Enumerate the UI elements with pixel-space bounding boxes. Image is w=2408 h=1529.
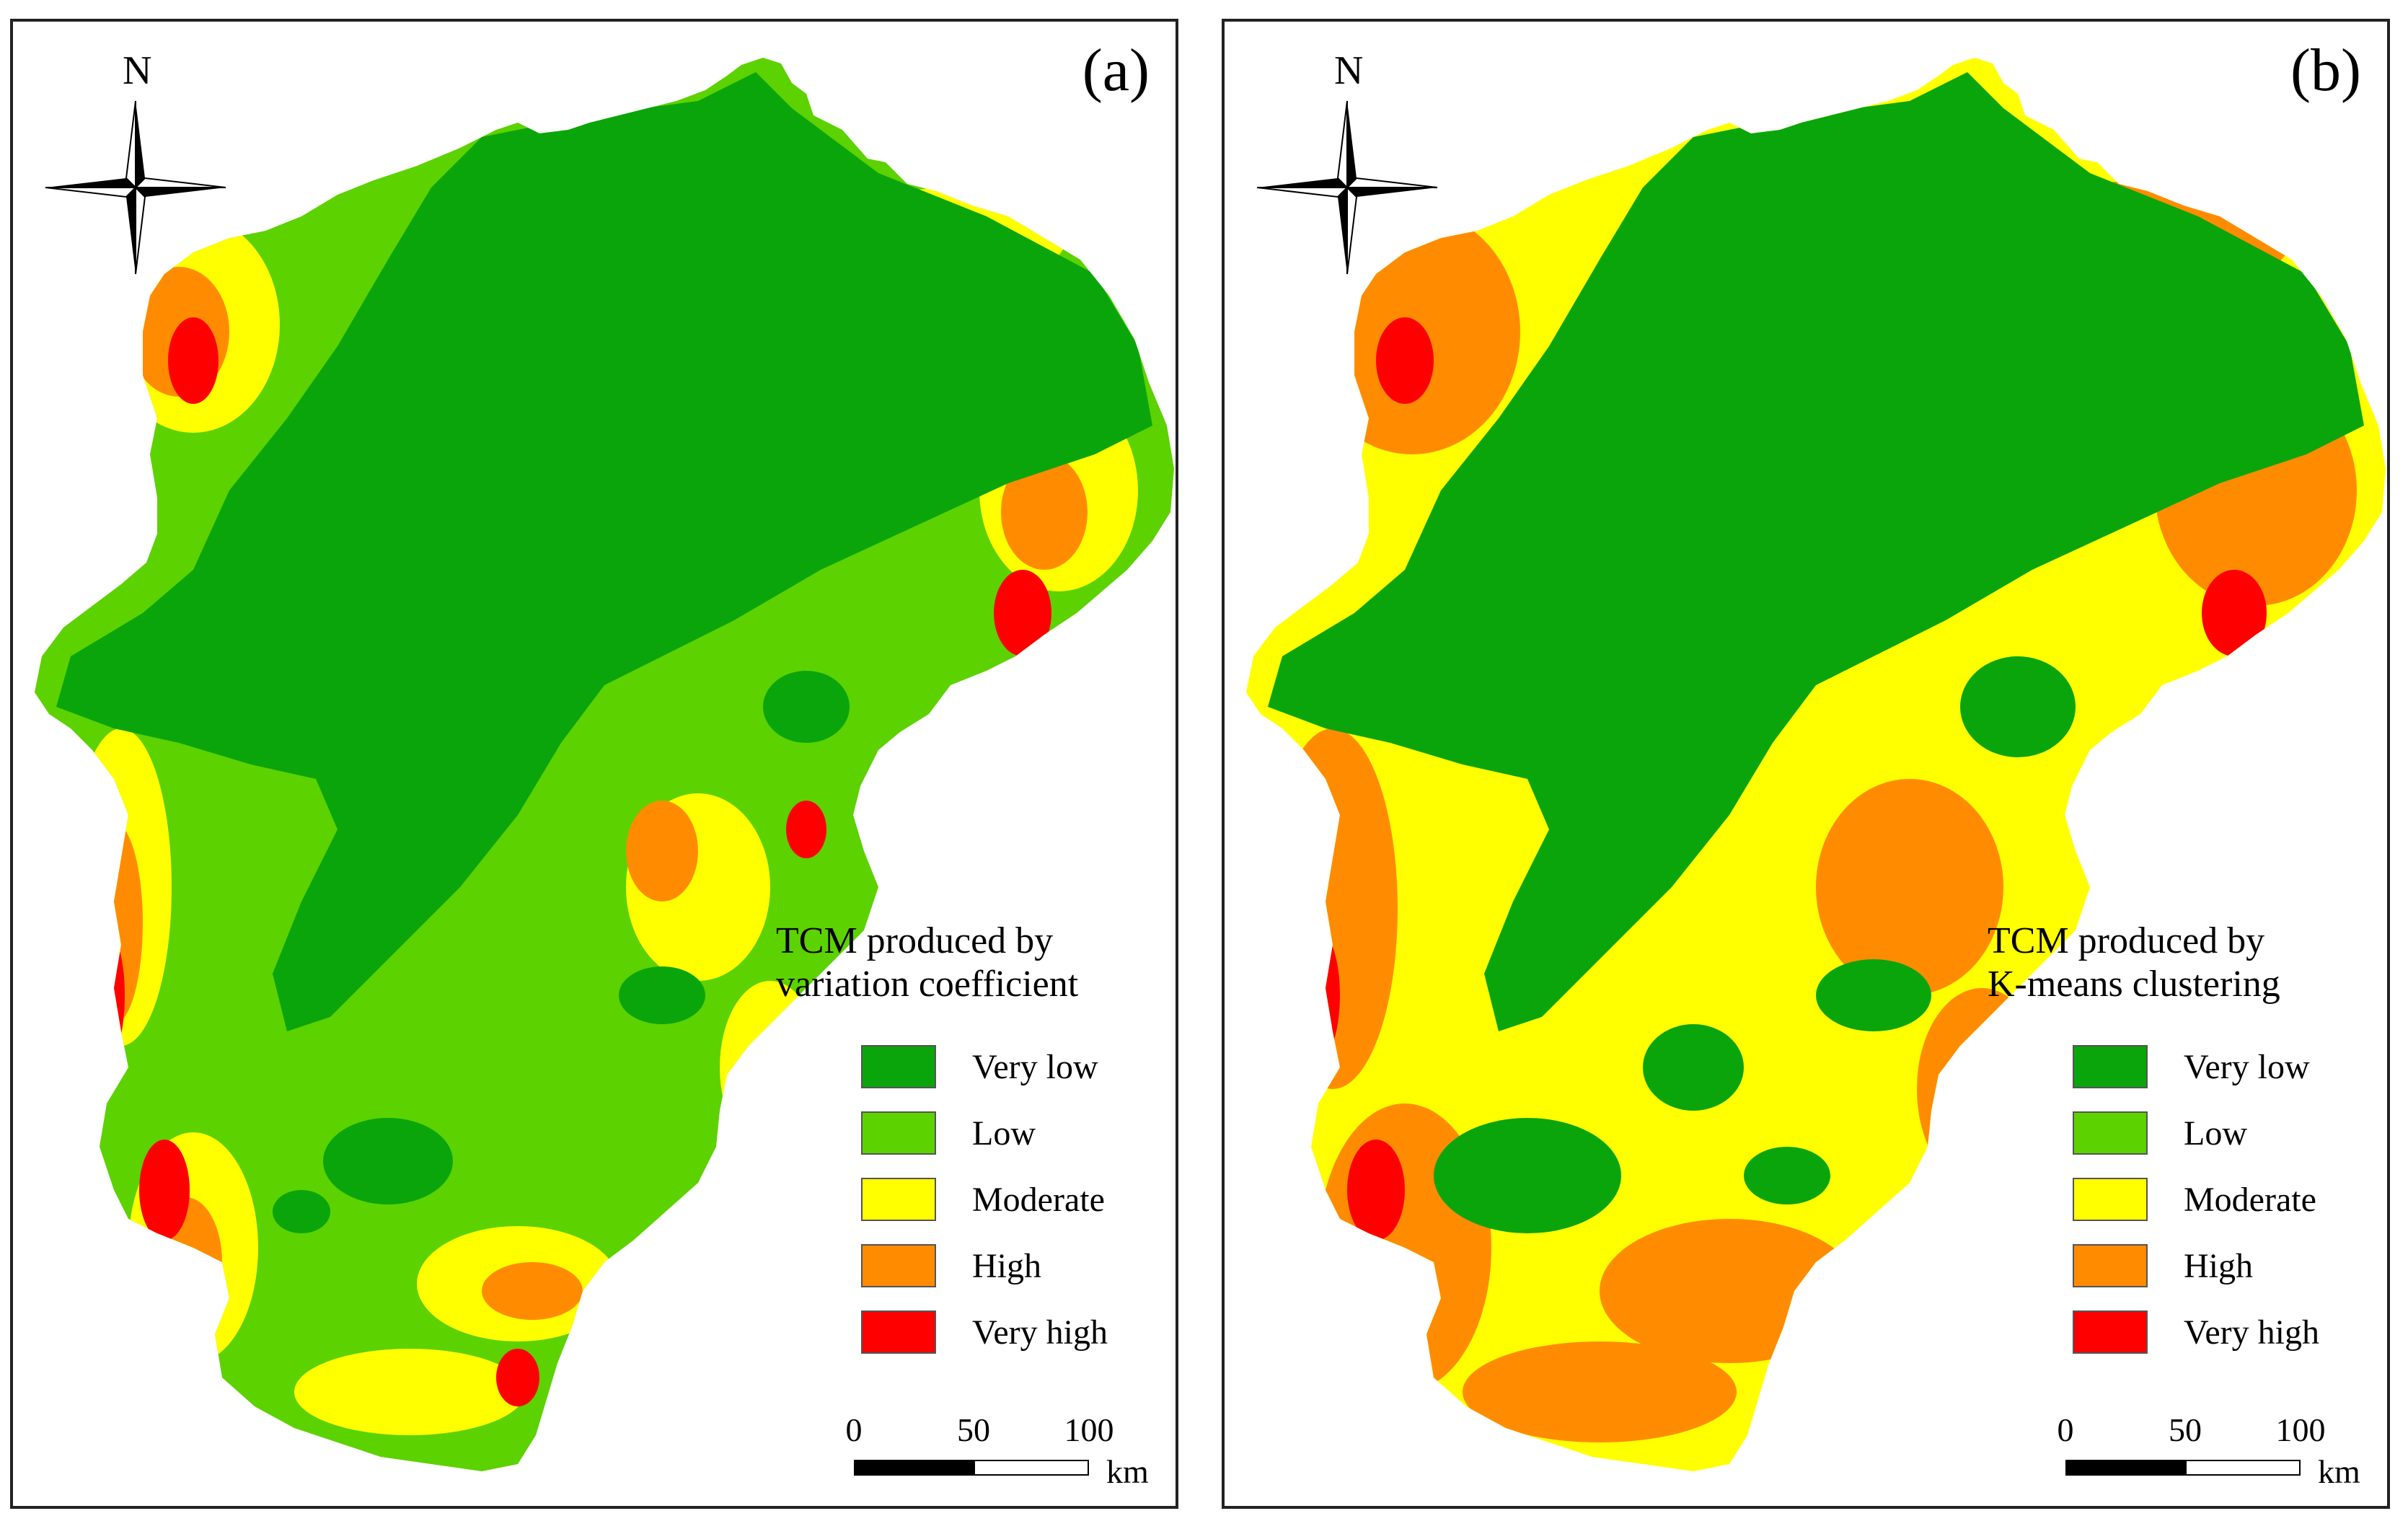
legend-swatch — [861, 1310, 936, 1354]
legend-item-low: Low — [2073, 1100, 2377, 1166]
scale-bar: 0 50 100 km — [2038, 1414, 2370, 1493]
legend-swatch — [861, 1111, 936, 1155]
legend-item-moderate: Moderate — [861, 1166, 1165, 1233]
panel-label: (a) — [1082, 37, 1150, 104]
map-panel-b: (b) N TCM produced by K-means clustering… — [1222, 19, 2390, 1509]
legend-item-moderate: Moderate — [2073, 1166, 2377, 1233]
scale-tick-0: 0 — [2057, 1411, 2074, 1448]
scale-tick-50: 50 — [2169, 1411, 2202, 1448]
legend-item-label: Low — [972, 1114, 1036, 1153]
scale-unit: km — [1106, 1453, 1149, 1490]
scale-bar-white-segment — [2185, 1460, 2301, 1476]
terrain-map-b — [1246, 58, 2386, 1471]
north-arrow: N — [42, 36, 229, 281]
scale-bar-white-segment — [974, 1460, 1089, 1476]
legend-title-line2: variation coefficient — [776, 964, 1079, 1005]
scale-tick-100: 100 — [2275, 1411, 2326, 1448]
legend-item-very-high: Very high — [861, 1299, 1165, 1365]
legend-item-very-low: Very low — [861, 1034, 1165, 1100]
north-letter: N — [123, 48, 152, 93]
panel-label: (b) — [2290, 37, 2361, 104]
scale-unit: km — [2318, 1453, 2360, 1490]
legend-swatch — [861, 1244, 936, 1287]
legend-swatch — [2073, 1178, 2148, 1221]
legend-swatch — [2073, 1111, 2148, 1155]
very-low-basin — [1268, 72, 2364, 1031]
legend-item-label: Very high — [2184, 1313, 2319, 1352]
legend-item-label: Moderate — [2184, 1180, 2316, 1219]
map-panel-a: (a) N TCM produced by variation coeffici… — [10, 19, 1178, 1509]
scale-bar-black-segment — [854, 1460, 974, 1476]
north-letter: N — [1334, 48, 1364, 93]
legend-item-label: Very low — [972, 1047, 1098, 1086]
legend-swatch — [861, 1178, 936, 1221]
legend-swatch — [2073, 1045, 2148, 1088]
legend-item-label: Very high — [972, 1313, 1108, 1352]
scale-tick-0: 0 — [845, 1411, 863, 1448]
legend-item-label: Very low — [2184, 1047, 2310, 1086]
very-low-patches — [1434, 656, 2076, 1233]
compass-rose-icon — [45, 100, 226, 275]
legend: TCM produced by K-means clustering Very … — [1988, 920, 2377, 1365]
legend-item-very-high: Very high — [2073, 1299, 2377, 1365]
legend-item-low: Low — [861, 1100, 1165, 1166]
compass-rose-icon — [1256, 100, 1438, 275]
legend-item-high: High — [2073, 1233, 2377, 1299]
legend-title-line1: TCM produced by — [1988, 920, 2265, 961]
scale-bar: 0 50 100 km — [826, 1414, 1158, 1493]
legend-item-label: Low — [2184, 1114, 2247, 1153]
legend-item-label: High — [972, 1246, 1041, 1285]
legend-item-high: High — [861, 1233, 1165, 1299]
very-low-patches — [273, 671, 850, 1233]
scale-bar-black-segment — [2065, 1460, 2185, 1476]
legend-item-label: High — [2184, 1246, 2253, 1285]
legend-swatch — [2073, 1310, 2148, 1354]
north-arrow: N — [1253, 36, 1441, 281]
scale-tick-100: 100 — [1064, 1411, 1114, 1448]
legend-swatch — [2073, 1244, 2148, 1287]
scale-tick-50: 50 — [957, 1411, 990, 1448]
terrain-map-a — [35, 58, 1174, 1471]
legend-item-label: Moderate — [972, 1180, 1105, 1219]
legend-swatch — [861, 1045, 936, 1088]
legend-title-line1: TCM produced by — [776, 920, 1054, 961]
very-low-basin — [56, 72, 1152, 1031]
legend-item-very-low: Very low — [2073, 1034, 2377, 1100]
legend: TCM produced by variation coefficient Ve… — [776, 920, 1165, 1365]
legend-title-line2: K-means clustering — [1988, 964, 2280, 1005]
